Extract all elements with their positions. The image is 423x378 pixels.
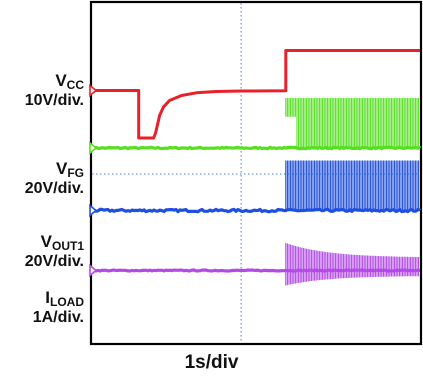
ground-marker-vcc bbox=[89, 83, 98, 98]
label-iload: ILOAD 1A/div. bbox=[32, 288, 84, 326]
label-vout1: VOUT1 20V/div. bbox=[24, 232, 84, 270]
ground-marker-iload bbox=[89, 263, 98, 278]
label-vfg: VFG 20V/div. bbox=[24, 159, 84, 197]
traces bbox=[91, 49, 422, 286]
burst-vfg bbox=[285, 98, 420, 148]
burst-lines-vfg bbox=[285, 98, 420, 148]
burst-lines-vout1 bbox=[285, 160, 420, 211]
burst-iload bbox=[285, 243, 420, 286]
trace-iload bbox=[91, 268, 422, 273]
trace-vfg bbox=[91, 145, 422, 151]
trace-vout1 bbox=[91, 207, 422, 214]
trace-vcc bbox=[92, 49, 420, 140]
burst-lines-iload bbox=[285, 243, 420, 286]
ground-marker-vfg bbox=[89, 141, 98, 155]
channel-markers bbox=[89, 83, 98, 278]
ground-marker-vout1 bbox=[89, 203, 98, 218]
plot-frame bbox=[89, 0, 423, 346]
label-vcc: VCC 10V/div. bbox=[24, 71, 84, 109]
time-base-label: 1s/div bbox=[184, 352, 239, 373]
burst-vout1 bbox=[285, 160, 420, 211]
